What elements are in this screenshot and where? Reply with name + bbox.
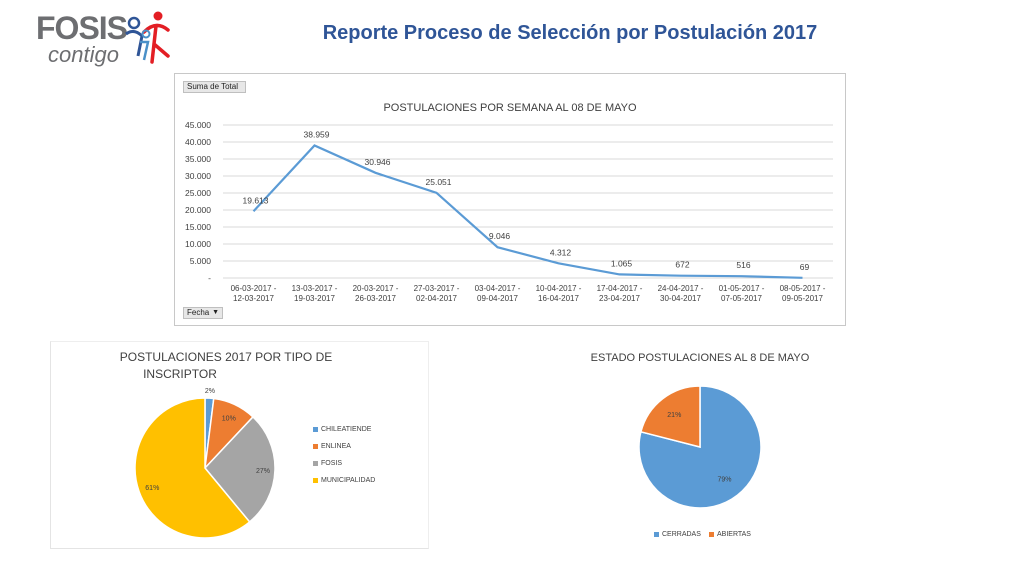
x-tick-label: 08-05-2017 -09-05-2017 [780, 284, 826, 303]
logo-tagline: contigo [48, 42, 119, 67]
pie-slice-fosis [204, 415, 276, 523]
legend-swatch [709, 532, 714, 537]
legend-swatch [313, 478, 318, 483]
legend-label: CHILEATIENDE [321, 426, 372, 433]
data-label: 19.613 [243, 195, 269, 205]
slice-label: 27% [256, 468, 270, 475]
legend-item-fosis: FOSIS [313, 460, 342, 470]
data-label: 516 [736, 260, 750, 270]
x-tick-label: 01-05-2017 -07-05-2017 [719, 284, 765, 303]
pie1-title-line-1: POSTULACIONES 2017 POR TIPO DE [120, 350, 333, 364]
pie-slice-municipalidad [134, 397, 251, 539]
pivot-date-filter-button[interactable]: Fecha ▼ [183, 307, 223, 319]
legend-label: MUNICIPALIDAD [321, 477, 376, 484]
y-tick-label: 20.000 [185, 205, 211, 215]
people-logo-icon [125, 11, 170, 64]
y-tick-label: 15.000 [185, 222, 211, 232]
data-label: 69 [800, 262, 810, 272]
line-series [252, 144, 803, 279]
pie1-title-line-2: INSCRIPTOR [143, 367, 217, 381]
y-tick-label: 45.000 [185, 120, 211, 130]
slice-label: 10% [222, 415, 236, 422]
y-tick-label: 30.000 [185, 171, 211, 181]
pie2-legend: CERRADAS ABIERTAS [654, 531, 804, 543]
data-label: 9.046 [489, 231, 511, 241]
legend-label: FOSIS [321, 460, 343, 467]
slice-label: 21% [667, 412, 681, 419]
logo-wordmark: FOSIS [36, 10, 128, 46]
estado-pie-chart-panel: ESTADO POSTULACIONES AL 8 DE MAYO 79% 21%… [574, 341, 880, 549]
legend-label: ABIERTAS [717, 531, 751, 538]
y-tick-label: - [208, 273, 211, 283]
estado-pie-chart: ESTADO POSTULACIONES AL 8 DE MAYO 79% 21% [591, 352, 810, 509]
slice-label: 61% [145, 485, 159, 492]
legend-item-enlinea: ENLINEA [313, 443, 351, 453]
legend-swatch [313, 444, 318, 449]
y-tick-label: 5.000 [190, 256, 212, 266]
x-tick-label: 10-04-2017 -16-04-2017 [536, 284, 582, 303]
slice-label: 2% [205, 388, 215, 395]
page-title: Reporte Proceso de Selección por Postula… [322, 22, 818, 44]
legend-item-chileatiende: CHILEATIENDE [313, 426, 371, 436]
pivot-date-label: Fecha [187, 308, 210, 317]
legend-item-abiertas: ABIERTAS [709, 531, 751, 541]
data-label: 25.051 [426, 177, 452, 187]
x-tick-label: 24-04-2017 -30-04-2017 [658, 284, 704, 303]
legend-label: CERRADAS [662, 531, 701, 538]
legend-item-municipalidad: MUNICIPALIDAD [313, 477, 375, 487]
x-tick-label: 20-03-2017 -26-03-2017 [353, 284, 399, 303]
pie2-title: ESTADO POSTULACIONES AL 8 DE MAYO [591, 352, 810, 364]
legend-label: ENLINEA [321, 443, 351, 450]
pie-slice-abiertas [640, 385, 701, 448]
dropdown-arrow-icon: ▼ [212, 309, 219, 316]
fosis-logo: FOSIS contigo [36, 10, 176, 70]
data-label: 672 [675, 260, 689, 270]
pivot-value-field-button[interactable]: Suma de Total [183, 81, 246, 93]
data-label: 30.946 [365, 157, 391, 167]
x-tick-label: 27-03-2017 -02-04-2017 [414, 284, 460, 303]
legend-swatch [313, 427, 318, 432]
line-chart-title: POSTULACIONES POR SEMANA AL 08 DE MAYO [383, 102, 637, 114]
inscriptor-pie-chart-panel: POSTULACIONES 2017 POR TIPO DE INSCRIPTO… [50, 341, 429, 549]
x-tick-label: 13-03-2017 -19-03-2017 [292, 284, 338, 303]
y-tick-label: 10.000 [185, 239, 211, 249]
data-label: 4.312 [550, 247, 572, 257]
slice-label: 79% [717, 477, 731, 484]
legend-swatch [654, 532, 659, 537]
y-tick-label: 35.000 [185, 154, 211, 164]
inscriptor-pie-chart: POSTULACIONES 2017 POR TIPO DE INSCRIPTO… [120, 350, 333, 539]
weekly-line-chart: POSTULACIONES POR SEMANA AL 08 DE MAYO -… [185, 102, 833, 303]
y-tick-label: 40.000 [185, 137, 211, 147]
x-tick-label: 03-04-2017 -09-04-2017 [475, 284, 521, 303]
legend-item-cerradas: CERRADAS [654, 531, 701, 541]
legend-swatch [313, 461, 318, 466]
weekly-line-chart-panel: Suma de Total POSTULACIONES POR SEMANA A… [174, 73, 846, 326]
data-label: 1.065 [611, 258, 633, 268]
y-tick-label: 25.000 [185, 188, 211, 198]
data-label: 38.959 [304, 130, 330, 140]
x-tick-label: 17-04-2017 -23-04-2017 [597, 284, 643, 303]
x-tick-label: 06-03-2017 -12-03-2017 [231, 284, 277, 303]
